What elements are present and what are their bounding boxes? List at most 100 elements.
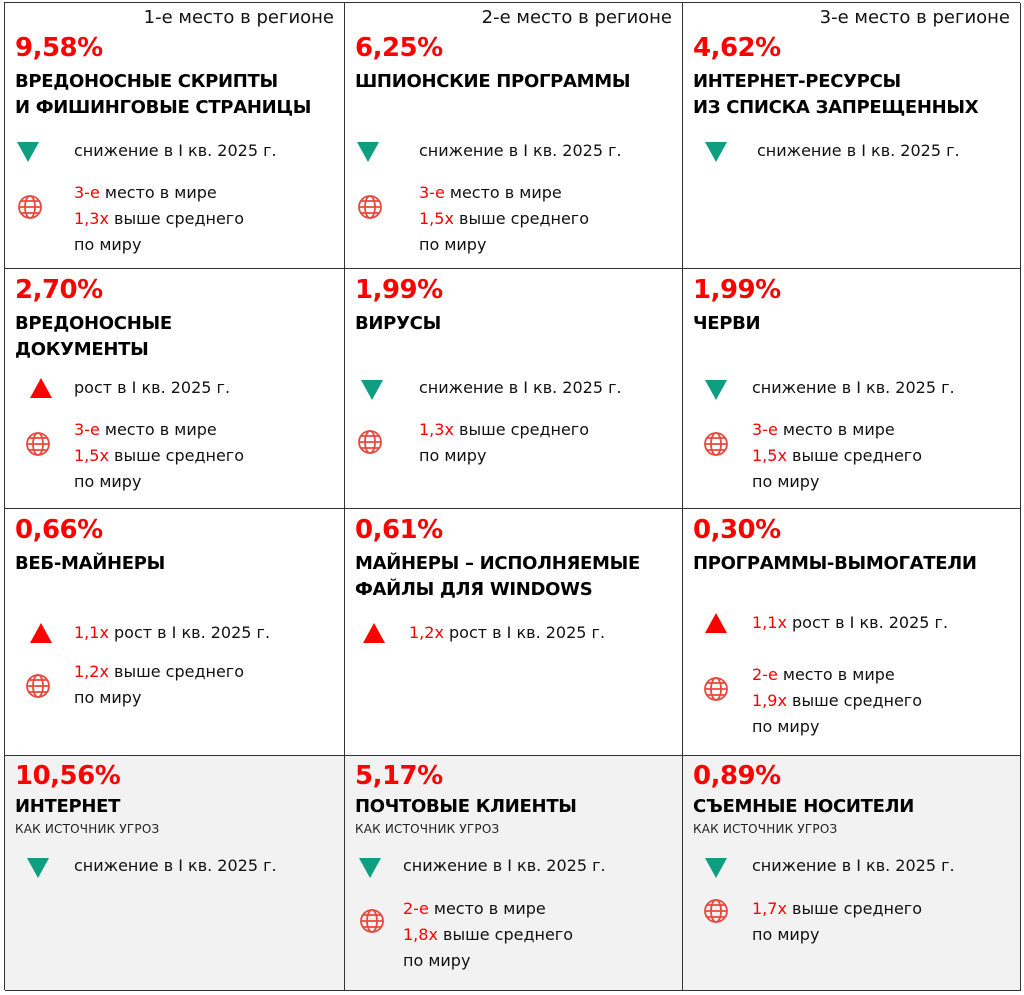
percentage: 4,62%	[693, 33, 781, 63]
world-place-suffix: место в мире	[99, 183, 217, 202]
percentage: 0,66%	[15, 515, 103, 545]
cell-viruses: 1,99% ВИРУСЫ снижение в I кв. 2025 г. 1,…	[345, 269, 683, 509]
title-line: МАЙНЕРЫ – ИСПОЛНЯЕМЫЕ	[355, 553, 641, 574]
source-label: КАК ИСТОЧНИК УГРОЗ	[355, 822, 500, 836]
category-title: МАЙНЕРЫ – ИСПОЛНЯЕМЫЕ ФАЙЛЫ ДЛЯ WINDOWS	[355, 551, 640, 603]
percentage: 9,58%	[15, 33, 103, 63]
world-stats: 3-е место в мире 1,5х выше среднего по м…	[419, 180, 589, 258]
above-avg-label: выше среднего	[453, 420, 589, 439]
triangle-up-icon	[363, 623, 385, 643]
percentage: 0,61%	[355, 515, 443, 545]
cell-ransomware: 0,30% ПРОГРАММЫ-ВЫМОГАТЕЛИ 1,1х рост в I…	[683, 509, 1021, 756]
triangle-down-icon	[361, 380, 383, 400]
cell-malicious-documents: 2,70% ВРЕДОНОСНЫЕ ДОКУМЕНТЫ рост в I кв.…	[5, 269, 345, 509]
world-label: по миру	[74, 235, 142, 254]
rank-label: 2-е место в регионе	[481, 7, 672, 28]
world-place: 3-е	[74, 183, 100, 202]
globe-icon	[26, 674, 50, 698]
globe-icon	[26, 432, 50, 456]
trend-label: 1,1х рост в I кв. 2025 г.	[752, 610, 948, 636]
source-label: КАК ИСТОЧНИК УГРОЗ	[15, 822, 160, 836]
trend-label: снижение в I кв. 2025 г.	[419, 141, 622, 160]
triangle-down-icon	[705, 142, 727, 162]
triangle-down-icon	[17, 142, 39, 162]
multiplier: 1,5х	[74, 446, 109, 465]
above-avg-label: выше среднего	[786, 446, 922, 465]
title-line: ПОЧТОВЫЕ КЛИЕНТЫ	[355, 796, 577, 817]
title-line: ВРЕДОНОСНЫЕ	[15, 313, 172, 334]
world-label: по миру	[752, 717, 820, 736]
world-place-suffix: место в мире	[777, 665, 895, 684]
triangle-up-icon	[705, 613, 727, 633]
multiplier: 1,5х	[419, 209, 454, 228]
world-label: по миру	[419, 446, 487, 465]
cell-web-miners: 0,66% ВЕБ-МАЙНЕРЫ 1,1х рост в I кв. 2025…	[5, 509, 345, 756]
triangle-up-icon	[30, 378, 52, 398]
world-stats: 2-е место в мире 1,8х выше среднего по м…	[403, 896, 573, 974]
world-stats: 3-е место в мире 1,3х выше среднего по м…	[74, 180, 244, 258]
category-title: ПРОГРАММЫ-ВЫМОГАТЕЛИ	[693, 551, 977, 577]
trend-label: рост в I кв. 2025 г.	[74, 378, 231, 397]
world-place-suffix: место в мире	[428, 899, 546, 918]
globe-icon	[360, 909, 384, 933]
title-line: И ФИШИНГОВЫЕ СТРАНИЦЫ	[15, 97, 312, 118]
world-label: по миру	[752, 925, 820, 944]
multiplier: 1,9х	[752, 691, 787, 710]
percentage: 1,99%	[355, 275, 443, 305]
trend-multiplier: 1,1х	[752, 613, 787, 632]
world-stats: 3-е место в мире 1,5х выше среднего по м…	[74, 417, 244, 495]
rank-label: 1-е место в регионе	[143, 7, 334, 28]
category-title: ВРЕДОНОСНЫЕ СКРИПТЫ И ФИШИНГОВЫЕ СТРАНИЦ…	[15, 69, 311, 121]
trend-label: снижение в I кв. 2025 г.	[74, 856, 277, 875]
world-stats: 1,3х выше среднего по миру	[419, 417, 589, 469]
world-place-suffix: место в мире	[99, 420, 217, 439]
trend-label: снижение в I кв. 2025 г.	[752, 378, 955, 397]
category-title: ЧЕРВИ	[693, 311, 761, 337]
world-place-suffix: место в мире	[777, 420, 895, 439]
world-place: 2-е	[403, 899, 429, 918]
multiplier: 1,2х	[74, 662, 109, 681]
globe-icon	[704, 432, 728, 456]
triangle-down-icon	[27, 858, 49, 878]
multiplier: 1,7х	[752, 899, 787, 918]
multiplier: 1,8х	[403, 925, 438, 944]
trend-label: 1,1х рост в I кв. 2025 г.	[74, 620, 270, 646]
triangle-down-icon	[705, 380, 727, 400]
category-title: ВИРУСЫ	[355, 311, 441, 337]
multiplier: 1,3х	[74, 209, 109, 228]
above-avg-label: выше среднего	[786, 691, 922, 710]
world-label: по миру	[419, 235, 487, 254]
multiplier: 1,5х	[752, 446, 787, 465]
globe-icon	[18, 195, 42, 219]
category-title: СЪЕМНЫЕ НОСИТЕЛИ	[693, 794, 914, 820]
threat-ranking-table: 1-е место в регионе 9,58% ВРЕДОНОСНЫЕ СК…	[4, 2, 1021, 991]
category-title: ВРЕДОНОСНЫЕ ДОКУМЕНТЫ	[15, 311, 172, 363]
percentage: 1,99%	[693, 275, 781, 305]
title-line: ВРЕДОНОСНЫЕ СКРИПТЫ	[15, 71, 278, 92]
percentage: 5,17%	[355, 761, 443, 791]
cell-banned-resources: 3-е место в регионе 4,62% ИНТЕРНЕТ-РЕСУР…	[683, 3, 1021, 269]
triangle-down-icon	[357, 142, 379, 162]
title-line: ФАЙЛЫ ДЛЯ WINDOWS	[355, 579, 593, 600]
category-title: ПОЧТОВЫЕ КЛИЕНТЫ	[355, 794, 577, 820]
percentage: 0,30%	[693, 515, 781, 545]
trend-text: рост в I кв. 2025 г.	[792, 613, 949, 632]
rank-label: 3-е место в регионе	[819, 7, 1010, 28]
above-avg-label: выше среднего	[786, 899, 922, 918]
world-label: по миру	[74, 688, 142, 707]
above-avg-label: выше среднего	[108, 209, 244, 228]
world-place: 3-е	[74, 420, 100, 439]
title-line: ИНТЕРНЕТ-РЕСУРСЫ	[693, 71, 901, 92]
world-label: по миру	[752, 472, 820, 491]
globe-icon	[704, 899, 728, 923]
trend-label: снижение в I кв. 2025 г.	[74, 141, 277, 160]
triangle-down-icon	[705, 858, 727, 878]
cell-malicious-scripts: 1-е место в регионе 9,58% ВРЕДОНОСНЫЕ СК…	[5, 3, 345, 269]
above-avg-label: выше среднего	[437, 925, 573, 944]
cell-mail-clients: 5,17% ПОЧТОВЫЕ КЛИЕНТЫ КАК ИСТОЧНИК УГРО…	[345, 756, 683, 991]
triangle-up-icon	[30, 623, 52, 643]
title-line: ПРОГРАММЫ-ВЫМОГАТЕЛИ	[693, 553, 977, 574]
world-label: по миру	[403, 951, 471, 970]
trend-label: снижение в I кв. 2025 г.	[757, 141, 960, 160]
category-title: ИНТЕРНЕТ	[15, 794, 120, 820]
